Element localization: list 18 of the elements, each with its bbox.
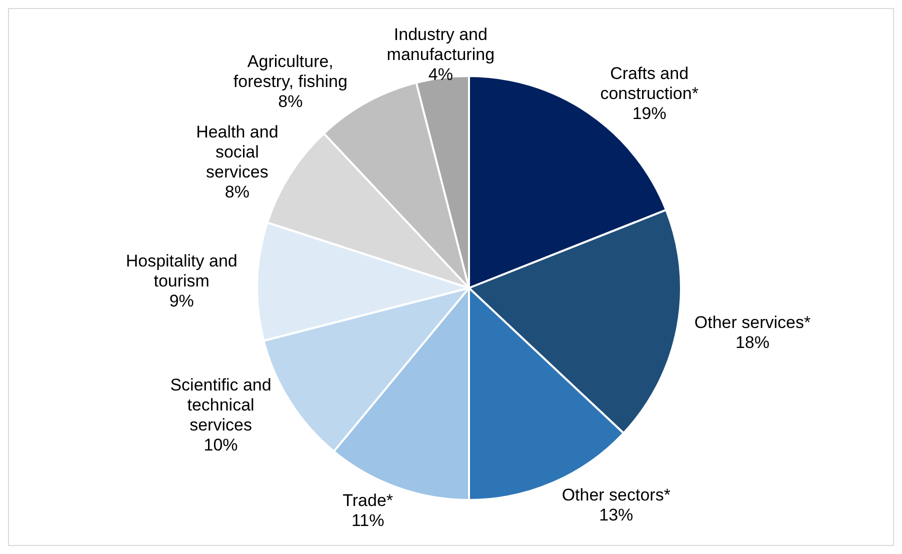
slice-label: Hospitality and tourism (126, 252, 238, 291)
data-label: 13% (599, 506, 634, 525)
data-label: 8% (224, 182, 250, 202)
data-label: 18% (735, 333, 770, 352)
data-label: 8% (278, 92, 303, 112)
slice-label: Trade* (342, 491, 394, 510)
slice-label: Scientific and technical services (170, 375, 272, 434)
data-label: 11% (351, 511, 384, 530)
slice-label: Health and social services (196, 122, 278, 182)
slice-label: Crafts and construction* (600, 64, 699, 103)
slice-label: Industry and manufacturing (386, 24, 495, 64)
data-label: 9% (169, 292, 194, 311)
slice-label: Other services* (694, 313, 811, 332)
data-label: 10% (204, 435, 238, 454)
slice-label: Agriculture, forestry, fishing (233, 52, 348, 92)
slice-label: Other sectors* (562, 486, 671, 505)
data-label: 19% (632, 104, 666, 123)
data-label: 4% (428, 64, 453, 84)
